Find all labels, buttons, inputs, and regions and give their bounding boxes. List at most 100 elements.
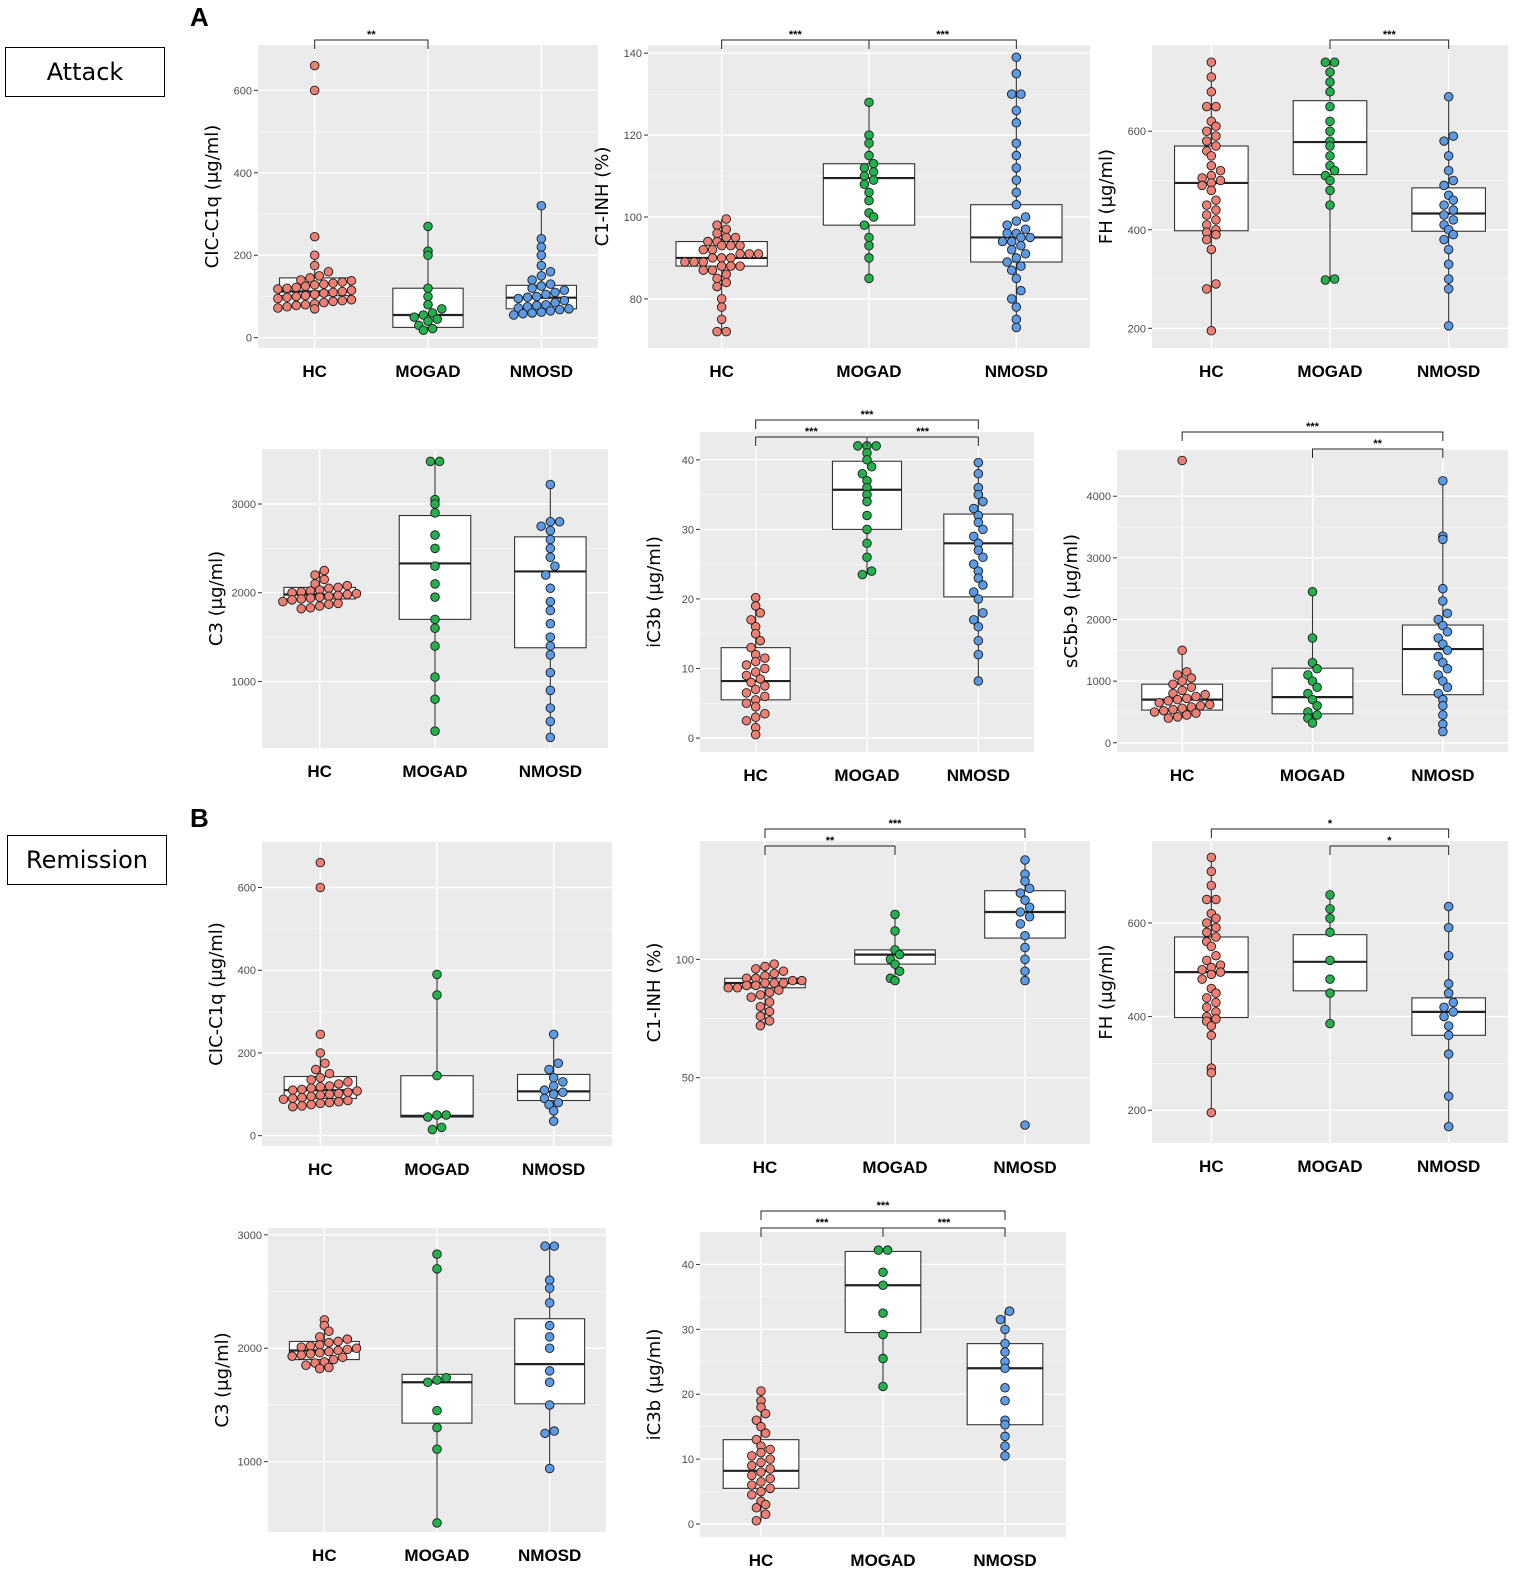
data-point-nmosd [1011, 322, 1022, 333]
data-point-nmosd [1438, 701, 1448, 711]
data-point-mogad [864, 138, 874, 149]
significance-bracket: ** [314, 29, 429, 49]
data-point-mogad [862, 496, 872, 507]
data-point-hc [765, 1464, 775, 1474]
data-point-mogad [890, 926, 900, 936]
data-point-mogad [423, 250, 433, 260]
data-point-nmosd [1006, 89, 1017, 99]
data-point-hc [1206, 969, 1217, 980]
data-point-hc [314, 1363, 325, 1374]
data-point-hc [324, 1346, 334, 1357]
bracket-line [760, 1210, 1006, 1220]
data-point-mogad [878, 1381, 888, 1392]
data-point-nmosd [973, 457, 984, 468]
data-point-hc [306, 1075, 316, 1085]
y-axis-label: CIC-C1q (μg/ml) [202, 125, 223, 269]
data-point-hc [314, 271, 325, 281]
data-point-nmosd [545, 716, 556, 727]
data-point-mogad [430, 672, 440, 682]
y-tick-label: 140 [624, 48, 642, 60]
data-point-nmosd [1442, 645, 1453, 656]
significance-label: *** [789, 29, 803, 41]
x-category-label: NMOSD [510, 362, 573, 381]
data-point-hc [750, 592, 761, 603]
x-category-label: NMOSD [1411, 766, 1474, 785]
data-point-mogad [432, 1264, 442, 1274]
data-point-hc [1201, 234, 1212, 245]
data-point-mogad [878, 1308, 888, 1318]
y-axis-label: C3 (μg/ml) [212, 1332, 233, 1427]
data-point-hc [712, 220, 722, 230]
data-point-nmosd [540, 1241, 550, 1251]
data-point-mogad [878, 1353, 888, 1364]
data-point-hc [1177, 685, 1187, 696]
data-point-nmosd [1025, 232, 1035, 243]
data-point-hc [287, 1093, 298, 1104]
data-point-hc [314, 1332, 325, 1342]
data-point-hc [319, 297, 329, 308]
y-tick-label: 2000 [238, 1343, 262, 1355]
data-point-mogad [868, 175, 879, 185]
data-point-nmosd [1020, 249, 1031, 259]
y-tick-label: 400 [1128, 1012, 1146, 1024]
data-point-hc [778, 978, 789, 988]
data-point-hc [741, 980, 752, 991]
data-point-hc [324, 1097, 335, 1108]
x-category-label: MOGAD [862, 1158, 927, 1177]
data-point-mogad [427, 323, 438, 334]
data-point-hc [760, 663, 770, 674]
data-point-hc [328, 296, 338, 307]
data-point-hc [726, 261, 736, 271]
data-point-mogad [862, 552, 872, 562]
data-point-nmosd [1443, 284, 1454, 294]
remission-condition-box: Remission [7, 835, 167, 885]
data-point-mogad [864, 273, 874, 284]
data-point-hc [698, 244, 709, 255]
data-point-nmosd [1443, 901, 1454, 912]
data-point-hc [756, 1457, 766, 1468]
data-point-nmosd [544, 1332, 555, 1342]
x-category-label: NMOSD [973, 1551, 1036, 1570]
data-point-hc [769, 978, 779, 988]
data-point-hc [1206, 87, 1217, 97]
data-point-mogad [1312, 664, 1322, 674]
data-point-mogad [857, 569, 868, 580]
data-point-hc [751, 1415, 762, 1425]
data-point-mogad [430, 561, 440, 571]
data-point-hc [282, 292, 292, 303]
data-point-hc [756, 1477, 766, 1487]
data-point-hc [1206, 244, 1217, 255]
data-point-hc [1211, 141, 1221, 151]
data-point-mogad [1325, 988, 1335, 998]
y-axis-label: FH (μg/ml) [1096, 944, 1117, 1039]
data-point-hc [342, 1334, 353, 1344]
data-point-mogad [868, 212, 879, 222]
section-a-letter: A [190, 2, 209, 32]
x-category-label: NMOSD [518, 1546, 581, 1565]
significance-label: *** [936, 29, 950, 41]
data-point-mogad [432, 1444, 442, 1454]
significance-label: ** [826, 835, 835, 847]
data-point-nmosd [1439, 180, 1449, 191]
data-point-hc [755, 674, 766, 684]
data-point-mogad [853, 441, 863, 451]
data-point-nmosd [1011, 273, 1022, 284]
data-point-hc [309, 231, 320, 242]
data-point-hc [1191, 691, 1201, 702]
data-point-hc [716, 240, 727, 251]
data-point-hc [1201, 101, 1212, 112]
data-point-hc [707, 265, 718, 275]
data-point-mogad [441, 1372, 451, 1383]
data-point-nmosd [536, 250, 547, 260]
data-point-hc [1211, 932, 1221, 942]
data-point-hc [1206, 72, 1217, 82]
y-tick-label: 20 [682, 1389, 694, 1401]
data-point-hc [760, 1408, 771, 1419]
data-point-hc [309, 85, 320, 96]
data-point-hc [1182, 710, 1192, 720]
data-point-nmosd [549, 1241, 560, 1251]
x-category-label: HC [743, 766, 768, 785]
data-point-hc [309, 304, 320, 314]
y-tick-label: 600 [238, 882, 256, 894]
significance-label: *** [1306, 421, 1320, 433]
